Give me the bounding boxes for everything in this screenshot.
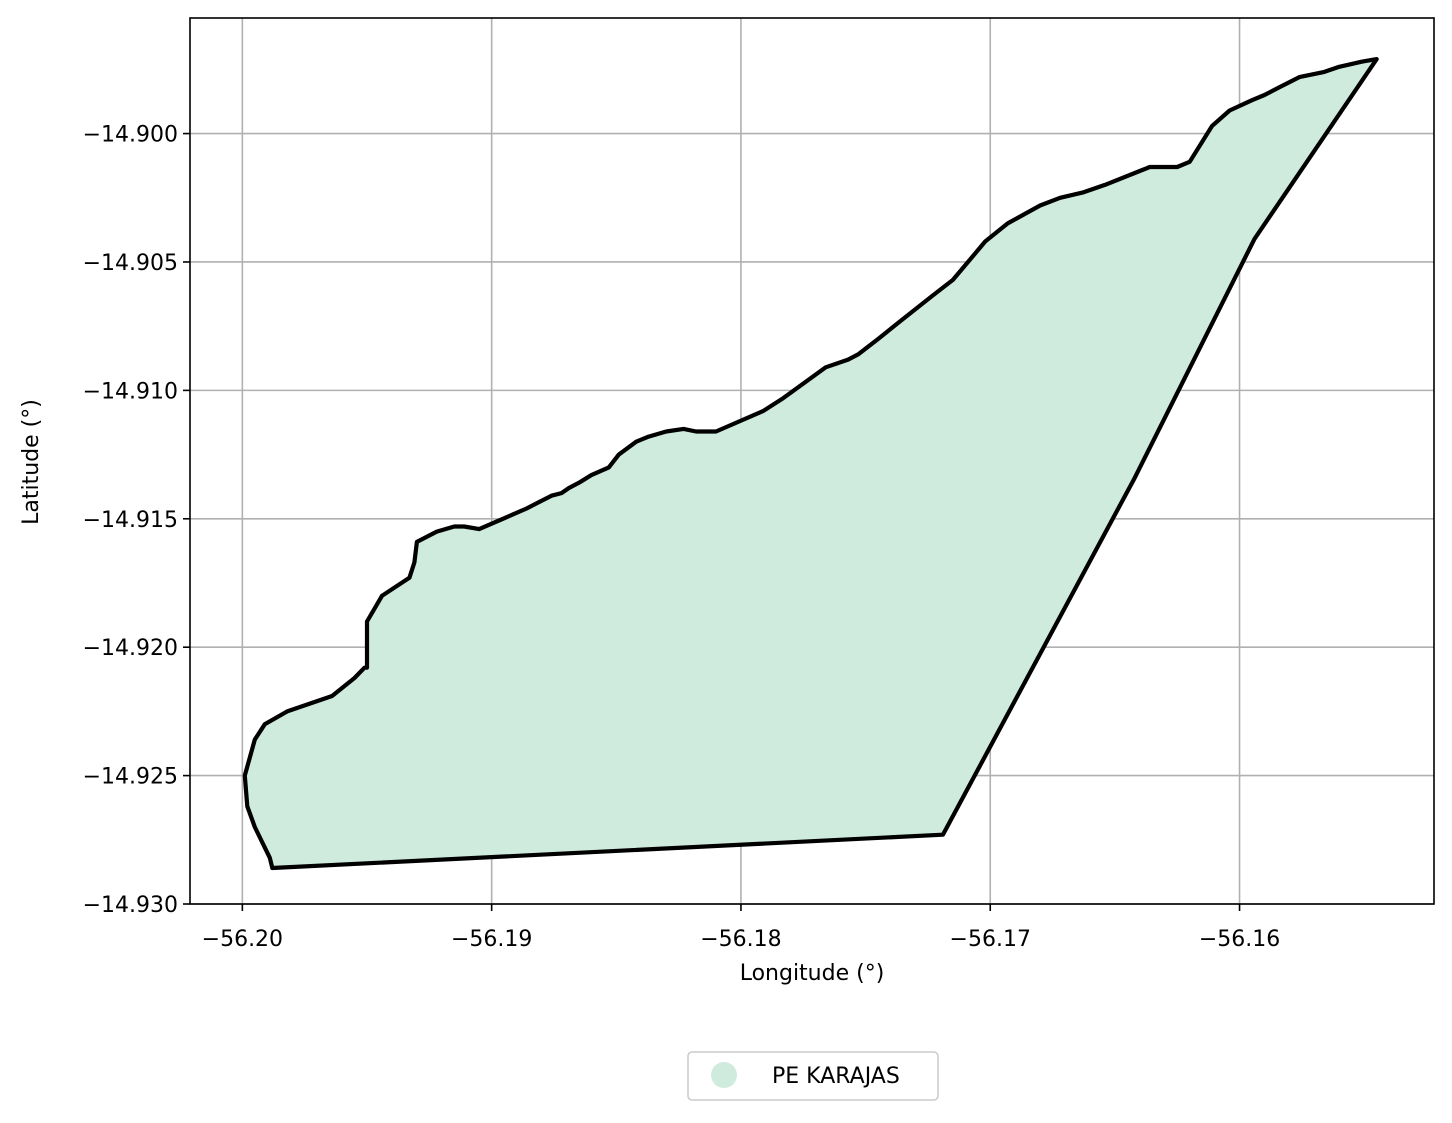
- y-tick-label: −14.915: [83, 508, 178, 533]
- legend-marker: [711, 1062, 737, 1088]
- x-tick-label: −56.17: [950, 927, 1031, 952]
- y-tick-label: −14.925: [83, 765, 178, 790]
- x-axis-label: Longitude (°): [740, 961, 885, 986]
- y-tick-label: −14.905: [83, 251, 178, 276]
- legend-label: PE KARAJAS: [772, 1064, 900, 1089]
- y-axis-label: Latitude (°): [19, 399, 44, 525]
- legend: PE KARAJAS: [687, 1051, 939, 1101]
- polygon-layer: [242, 57, 1379, 871]
- legend-box: [687, 1051, 939, 1101]
- y-tick-label: −14.910: [83, 379, 178, 404]
- y-tick-label: −14.930: [83, 893, 178, 918]
- y-tick-label: −14.900: [83, 123, 178, 148]
- x-tick-label: −56.20: [202, 927, 283, 952]
- protected-area-polygon: [242, 57, 1379, 871]
- x-tick-label: −56.19: [451, 927, 532, 952]
- axes-frame: [189, 17, 1435, 905]
- y-tick-label: −14.920: [83, 636, 178, 661]
- ticks: −56.20 −56.19 −56.18 −56.17 −56.16 −14.900 −14…: [83, 123, 1281, 952]
- x-tick-label: −56.18: [700, 927, 781, 952]
- x-tick-label: −56.16: [1199, 927, 1280, 952]
